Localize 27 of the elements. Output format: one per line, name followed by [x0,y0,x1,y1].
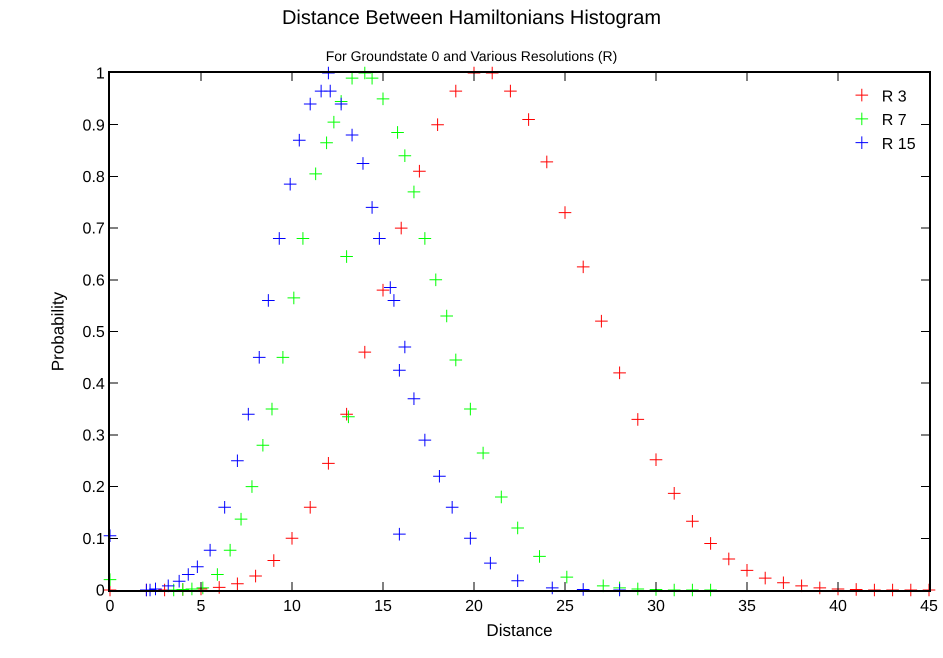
y-tick-label: 0.2 [82,479,105,496]
y-tick-label: 0.8 [82,169,105,186]
x-tick-label: 20 [465,598,483,616]
x-tick-label: 30 [647,598,665,616]
x-axis-title: Distance [486,621,553,640]
x-tick-label: 45 [920,598,938,616]
legend-label: R 15 [882,136,916,153]
legend-label: R 3 [882,88,907,106]
y-tick-label: 0.4 [82,376,105,393]
y-tick-label: 1 [96,66,105,83]
chart-title: Distance Between Hamiltonians Histogram [282,6,662,29]
y-tick-label: 0.9 [82,117,105,134]
x-tick-label: 25 [556,598,574,616]
x-tick-label: 35 [738,598,756,616]
y-tick-label: 0.5 [82,324,105,342]
chart-subtitle: For Groundstate 0 and Various Resolutions (R) [326,48,618,64]
y-tick-label: 0.1 [82,530,105,548]
y-tick-label: 0 [96,582,105,600]
x-tick-label: 15 [374,598,392,616]
y-tick-label: 0.3 [82,428,105,444]
x-tick-label: 5 [196,598,206,616]
y-tick-label: 0.7 [82,220,105,238]
x-tick-label: 10 [283,598,301,616]
y-axis-title: Probability [48,291,68,372]
y-tick-label: 0.6 [82,272,105,290]
legend-label: R 7 [882,112,907,130]
x-tick-label: 40 [829,598,847,616]
